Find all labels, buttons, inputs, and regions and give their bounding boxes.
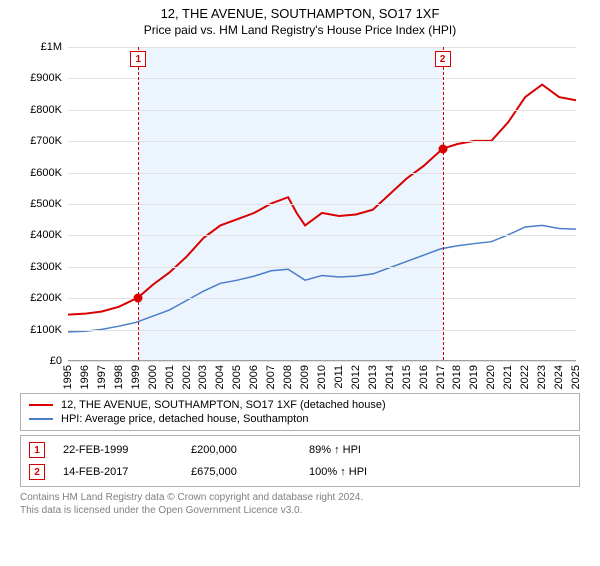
marker-row-price: £675,000 [191,466,291,478]
x-tick-label: 1998 [113,365,125,389]
marker-dot [438,145,447,154]
x-tick-label: 2023 [536,365,548,389]
series-hpi [68,225,576,331]
marker-row-date: 14-FEB-2017 [63,466,173,478]
marker-guideline [443,47,444,360]
footer-attribution: Contains HM Land Registry data © Crown c… [20,491,580,517]
chart-subtitle: Price paid vs. HM Land Registry's House … [10,23,590,37]
chart-container: 12, THE AVENUE, SOUTHAMPTON, SO17 1XF Pr… [0,6,600,566]
x-tick-label: 2007 [265,365,277,389]
marker-row-date: 22-FEB-1999 [63,444,173,456]
chart-plot-outer: £0 £100K £200K £300K £400K £500K £600K £700K £80… [20,47,580,387]
plot-area: 12 [68,47,576,361]
x-tick-label: 1995 [62,365,74,389]
x-tick-label: 2024 [553,365,565,389]
x-axis: 1995199619971998199920002001200220032004… [68,361,576,387]
x-tick-label: 2020 [485,365,497,389]
x-tick-label: 2001 [164,365,176,389]
legend-item: HPI: Average price, detached house, Sout… [29,412,571,426]
x-tick-label: 2015 [401,365,413,389]
legend-swatch [29,404,53,406]
x-tick-label: 1997 [96,365,108,389]
y-tick-label: £100K [30,324,62,336]
x-tick-label: 2016 [418,365,430,389]
x-tick-label: 2012 [350,365,362,389]
x-tick-label: 2025 [570,365,582,389]
legend-label: HPI: Average price, detached house, Sout… [61,413,308,425]
y-axis: £0£100K£200K£300K£400K£500K£600K£700K£80… [20,47,66,361]
y-tick-label: £800K [30,104,62,116]
marker-row: 2 14-FEB-2017 £675,000 100% ↑ HPI [29,464,571,480]
x-tick-label: 2019 [468,365,480,389]
legend-item: 12, THE AVENUE, SOUTHAMPTON, SO17 1XF (d… [29,398,571,412]
footer-line-2: This data is licensed under the Open Gov… [20,504,580,517]
marker-label-box: 1 [130,51,146,67]
y-tick-label: £400K [30,229,62,241]
legend-label: 12, THE AVENUE, SOUTHAMPTON, SO17 1XF (d… [61,399,386,411]
x-tick-label: 2000 [147,365,159,389]
x-tick-label: 2021 [502,365,514,389]
y-tick-label: £700K [30,135,62,147]
marker-label-box: 2 [435,51,451,67]
marker-row-pct: 89% ↑ HPI [309,444,361,456]
y-tick-label: £0 [50,355,62,367]
x-tick-label: 1996 [79,365,91,389]
marker-row-pct: 100% ↑ HPI [309,466,367,478]
x-tick-label: 2004 [214,365,226,389]
legend-swatch [29,418,53,420]
marker-row-price: £200,000 [191,444,291,456]
marker-table: 1 22-FEB-1999 £200,000 89% ↑ HPI 2 14-FEB-201… [20,435,580,487]
x-tick-label: 2022 [519,365,531,389]
x-tick-label: 2006 [248,365,260,389]
x-tick-label: 1999 [130,365,142,389]
y-tick-label: £200K [30,292,62,304]
y-tick-label: £300K [30,261,62,273]
x-tick-label: 2008 [282,365,294,389]
marker-dot [134,294,143,303]
y-tick-label: £600K [30,167,62,179]
footer-line-1: Contains HM Land Registry data © Crown c… [20,491,580,504]
marker-row: 1 22-FEB-1999 £200,000 89% ↑ HPI [29,442,571,458]
marker-row-id: 1 [29,442,45,458]
x-tick-label: 2013 [367,365,379,389]
chart-title: 12, THE AVENUE, SOUTHAMPTON, SO17 1XF [10,6,590,21]
x-tick-label: 2011 [333,365,345,389]
y-tick-label: £500K [30,198,62,210]
x-tick-label: 2017 [435,365,447,389]
series-property [68,85,576,315]
y-tick-label: £1M [41,41,62,53]
marker-guideline [138,47,139,360]
x-tick-label: 2002 [181,365,193,389]
x-tick-label: 2005 [231,365,243,389]
x-tick-label: 2003 [197,365,209,389]
x-tick-label: 2010 [316,365,328,389]
marker-row-id: 2 [29,464,45,480]
x-tick-label: 2018 [451,365,463,389]
x-tick-label: 2009 [299,365,311,389]
y-tick-label: £900K [30,72,62,84]
x-tick-label: 2014 [384,365,396,389]
legend: 12, THE AVENUE, SOUTHAMPTON, SO17 1XF (d… [20,393,580,431]
